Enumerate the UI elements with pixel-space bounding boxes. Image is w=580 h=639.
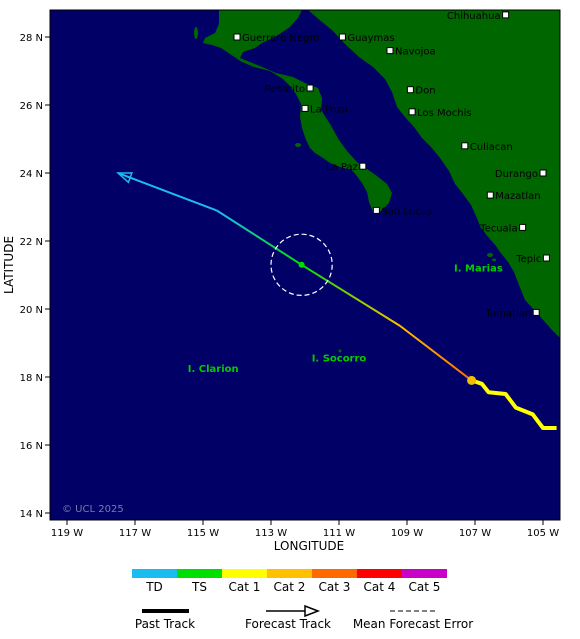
- city-marker: [539, 169, 547, 177]
- legend-category-label: Cat 5: [409, 580, 441, 594]
- city-marker: [519, 223, 527, 231]
- x-axis-label: LONGITUDE: [274, 539, 344, 553]
- city-marker: [502, 11, 510, 19]
- legend-swatch: [402, 569, 447, 578]
- city-label: Durango: [495, 169, 538, 180]
- x-tick-label: 111 W: [323, 528, 355, 539]
- legend-forecast-arrow-icon: [304, 604, 321, 618]
- y-axis-label: LATITUDE: [2, 236, 16, 294]
- x-tick-label: 119 W: [51, 528, 83, 539]
- legend-forecast-label: Forecast Track: [245, 617, 331, 631]
- forecast-point: [298, 261, 305, 268]
- city-marker: [301, 104, 309, 112]
- legend-past-track-label: Past Track: [135, 617, 195, 631]
- island-label: I. Socorro: [312, 354, 367, 365]
- x-tick-label: 115 W: [187, 528, 219, 539]
- baja-california: [203, 10, 392, 213]
- forecast-track-segment: [117, 172, 217, 212]
- mainland-mexico: [308, 10, 560, 338]
- city-label: Navojoa: [395, 47, 436, 58]
- forecast-error-circle: [270, 233, 333, 296]
- legend-swatch: [132, 569, 177, 578]
- city-marker: [338, 33, 346, 41]
- island-label: I. Marias: [454, 264, 503, 275]
- island-label: I. Clarion: [188, 364, 239, 375]
- x-tick-label: 109 W: [391, 528, 423, 539]
- island-labels: I. Marias I. Socorro I. Clarion: [188, 264, 503, 375]
- past-track-line: [470, 378, 557, 430]
- legend: TD TS Cat 1 Cat 2 Cat 3 Cat 4 Cat 5 Past Track F…: [132, 569, 473, 631]
- city-label: Rosarito: [264, 84, 305, 95]
- city-marker: [486, 191, 494, 199]
- city-label: San Lucas: [381, 206, 432, 217]
- city-marker: [386, 47, 394, 55]
- city-marker: [542, 254, 550, 262]
- city-label: Tepic: [515, 254, 541, 265]
- forecast-track-segment: [301, 263, 401, 327]
- legend-swatch: [357, 569, 402, 578]
- legend-category-label: Cat 3: [319, 580, 351, 594]
- island-socorro-land: [338, 349, 342, 353]
- y-tick-label: 20 N: [20, 305, 43, 316]
- island-magdalena: [295, 143, 301, 147]
- forecast-track-segment: [216, 209, 303, 266]
- x-tick-label: 113 W: [255, 528, 287, 539]
- city-marker: [406, 86, 414, 94]
- current-position-marker: [467, 375, 477, 385]
- y-tick-label: 14 N: [20, 509, 43, 520]
- city-marker: [461, 142, 469, 150]
- city-label: Don: [415, 86, 435, 97]
- city-label: La Paz: [326, 162, 358, 173]
- island-marias-land: [487, 253, 493, 257]
- legend-category-label: Cat 4: [364, 580, 396, 594]
- y-tick-label: 28 N: [20, 33, 43, 44]
- axes: 119 W 117 W 115 W 113 W 111 W 109 W 107 W 105 W…: [20, 33, 560, 539]
- forecast-track-segment: [399, 325, 473, 382]
- island-marias-land-2: [492, 258, 496, 262]
- legend-swatch: [312, 569, 357, 578]
- y-tick-label: 22 N: [20, 237, 43, 248]
- y-tick-label: 18 N: [20, 373, 43, 384]
- city-label: Los Mochis: [417, 108, 471, 119]
- x-tick-label: 117 W: [119, 528, 151, 539]
- plot-frame: [49, 9, 561, 521]
- city-label: Culiacan: [470, 142, 513, 153]
- legend-category-label: Cat 2: [274, 580, 306, 594]
- city-marker: [359, 162, 367, 170]
- city-label: La Poza: [310, 104, 348, 115]
- city-label: Guaymas: [347, 33, 394, 44]
- legend-category-label: TS: [191, 580, 207, 594]
- island-cedros: [194, 27, 198, 39]
- city-label: Chihuahua: [447, 11, 501, 22]
- city-marker: [408, 108, 416, 116]
- city-label: Tomatlan: [485, 308, 532, 319]
- city-marker: [532, 308, 540, 316]
- storm-track: [116, 172, 557, 430]
- y-tick-label: 26 N: [20, 101, 43, 112]
- city-label: Guerrero Negro: [242, 33, 319, 44]
- legend-category-label: TD: [145, 580, 163, 594]
- forecast-arrowhead: [116, 172, 134, 184]
- land-masses: [194, 10, 560, 353]
- legend-error-label: Mean Forecast Error: [353, 617, 473, 631]
- city-marker: [372, 206, 380, 214]
- legend-swatch: [222, 569, 267, 578]
- y-tick-label: 16 N: [20, 441, 43, 452]
- legend-swatch: [177, 569, 222, 578]
- legend-swatch: [267, 569, 312, 578]
- city-marker: [233, 33, 241, 41]
- x-tick-label: 107 W: [459, 528, 491, 539]
- city-marker: [306, 84, 314, 92]
- city-label: Mazatlan: [495, 191, 540, 202]
- city-label: Tecuala: [479, 223, 517, 234]
- x-tick-label: 105 W: [527, 528, 559, 539]
- copyright-text: © UCL 2025: [62, 504, 124, 515]
- y-tick-label: 24 N: [20, 169, 43, 180]
- legend-category-label: Cat 1: [229, 580, 261, 594]
